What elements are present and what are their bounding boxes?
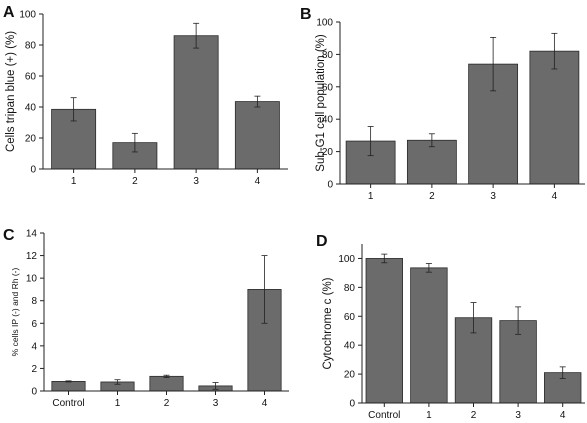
bar-control <box>51 381 86 392</box>
bar-2 <box>149 375 184 392</box>
x-tick-label: 1 <box>368 191 374 202</box>
y-axis-label: Cells tripan blue (+) (%) <box>5 31 17 152</box>
x-tick-label: 3 <box>515 410 521 421</box>
y-tick-label: 14 <box>26 229 38 240</box>
y-tick-label: 0 <box>31 387 37 398</box>
x-tick-label: 1 <box>115 398 121 409</box>
panel-letter: B <box>300 6 312 23</box>
y-tick-label: 4 <box>31 341 37 352</box>
panel-letter: C <box>3 227 15 244</box>
y-axis-label: % cells IP (-) and Rh (-) <box>10 268 20 357</box>
y-tick-label: 100 <box>19 10 36 21</box>
y-tick-label: 0 <box>349 399 355 410</box>
y-tick-label: 80 <box>344 283 356 294</box>
y-tick-label: 100 <box>316 18 333 29</box>
y-tick-label: 80 <box>322 50 334 61</box>
y-tick-label: 40 <box>344 341 356 352</box>
x-tick-label: 3 <box>490 191 496 202</box>
y-tick-label: 2 <box>31 364 37 375</box>
y-axis-label: Sub-G1 cell population (%) <box>315 34 327 172</box>
y-tick-label: 20 <box>322 147 334 158</box>
bar-1 <box>410 267 448 404</box>
y-tick-label: 20 <box>25 134 37 145</box>
y-tick-label: 40 <box>25 103 37 114</box>
y-tick-label: 8 <box>31 296 37 307</box>
y-tick-label: 20 <box>344 370 356 381</box>
x-tick-label: 2 <box>471 410 477 421</box>
bar-control <box>365 258 403 404</box>
x-tick-label: 2 <box>164 398 170 409</box>
y-tick-label: 60 <box>25 72 37 83</box>
panel-c: C% cells IP (-) and Rh (-)Control 1 2 3 4024… <box>3 227 289 409</box>
x-tick-label: 1 <box>71 176 77 187</box>
x-tick-label: 4 <box>262 398 268 409</box>
x-tick-label: 3 <box>193 176 199 187</box>
x-tick-label: Control <box>52 398 84 409</box>
y-tick-label: 0 <box>30 165 36 176</box>
x-tick-label: 4 <box>552 191 558 202</box>
y-tick-label: 100 <box>338 254 355 265</box>
y-tick-label: 60 <box>344 312 356 323</box>
y-tick-label: 40 <box>322 115 334 126</box>
y-axis-label: Cytochrome c (%) <box>322 277 334 369</box>
x-tick-label: 2 <box>429 191 435 202</box>
y-tick-label: 6 <box>31 319 37 330</box>
y-tick-label: 0 <box>327 180 333 191</box>
y-tick-label: 80 <box>25 41 37 52</box>
bar-4 <box>529 50 580 185</box>
x-tick-label: 3 <box>213 398 219 409</box>
x-tick-label: 2 <box>132 176 138 187</box>
y-tick-label: 12 <box>26 251 38 262</box>
panel-letter: A <box>3 4 15 21</box>
x-tick-label: Control <box>368 410 400 421</box>
y-tick-label: 60 <box>322 82 334 93</box>
x-tick-label: 1 <box>426 410 432 421</box>
x-tick-label: 4 <box>560 410 566 421</box>
y-tick-label: 10 <box>26 274 38 285</box>
x-tick-label: 4 <box>255 176 261 187</box>
panel-letter: D <box>316 233 328 250</box>
bar-3 <box>173 35 219 170</box>
bar-4 <box>234 101 280 170</box>
